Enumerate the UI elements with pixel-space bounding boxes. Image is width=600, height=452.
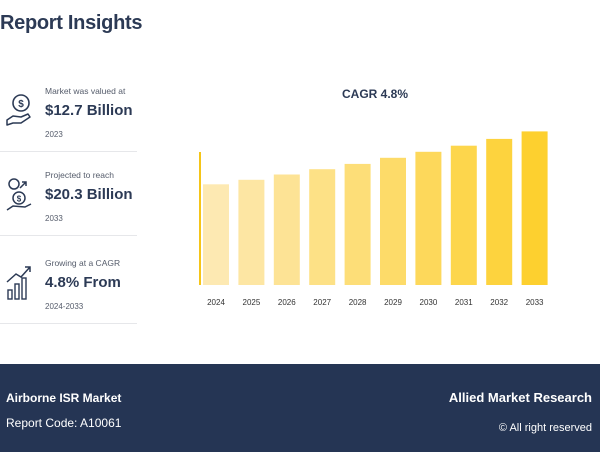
- x-tick-label-2028: 2028: [349, 298, 367, 307]
- footer-report-code: Report Code: A10061: [6, 416, 122, 430]
- x-tick-label-2025: 2025: [243, 298, 261, 307]
- bar-2026: [273, 174, 300, 285]
- bar-2025: [238, 179, 265, 285]
- page-title: Report Insights: [0, 12, 143, 34]
- money-hand-icon: $: [6, 94, 31, 126]
- x-tick-label-2026: 2026: [278, 298, 296, 307]
- bar-2028: [344, 163, 371, 285]
- x-tick-label-2024: 2024: [207, 298, 225, 307]
- footer-brand: Allied Market Research: [448, 390, 592, 405]
- svg-text:$: $: [17, 195, 22, 204]
- bar-2033: [521, 131, 548, 285]
- x-tick-label-2031: 2031: [455, 298, 473, 307]
- coins-growth-icon: $: [6, 178, 32, 211]
- stat-label: Projected to reach: [45, 170, 114, 180]
- footer: Airborne ISR Market Report Code: A10061 …: [0, 364, 600, 452]
- x-tick-label-2030: 2030: [420, 298, 438, 307]
- bar-2031: [450, 145, 477, 285]
- bar-2030: [415, 151, 442, 285]
- x-tick-label-2033: 2033: [526, 298, 544, 307]
- x-tick-label-2027: 2027: [313, 298, 331, 307]
- footer-rights: © All right reserved: [498, 422, 592, 434]
- stat-value: 4.8% From: [45, 274, 121, 291]
- svg-text:$: $: [18, 99, 24, 110]
- stat-value: $20.3 Billion: [45, 186, 133, 203]
- stat-year: 2024-2033: [45, 302, 84, 311]
- x-tick-label-2032: 2032: [490, 298, 508, 307]
- stat-year: 2023: [45, 130, 63, 139]
- footer-market-name: Airborne ISR Market: [6, 391, 122, 405]
- chart-svg: CAGR 4.8% 2024 2025 2026 2027 2028 2029 2030 203…: [199, 87, 548, 307]
- bar-2027: [309, 169, 336, 285]
- stat-card-cagr: Growing at a CAGR 4.8% From 2024-2033: [0, 254, 137, 324]
- bar-2029: [380, 157, 406, 285]
- stat-year: 2033: [45, 214, 63, 223]
- bar-2024: [203, 184, 229, 285]
- bar-growth-icon: [6, 266, 31, 300]
- x-tick-label-2029: 2029: [384, 298, 402, 307]
- stat-card-market-value: $ Market was valued at $12.7 Billion 202…: [0, 82, 137, 152]
- stat-value: $12.7 Billion: [45, 102, 133, 119]
- bar-2032: [486, 138, 513, 285]
- stat-label: Growing at a CAGR: [45, 258, 121, 268]
- chart-title: CAGR 4.8%: [342, 87, 408, 101]
- stat-label: Market was valued at: [45, 86, 126, 96]
- cagr-bar-chart: CAGR 4.8% 2024 2025 2026 2027 2028 2029 2030 203…: [190, 80, 570, 330]
- stat-card-projection: $ Projected to reach $20.3 Billion 2033: [0, 166, 137, 236]
